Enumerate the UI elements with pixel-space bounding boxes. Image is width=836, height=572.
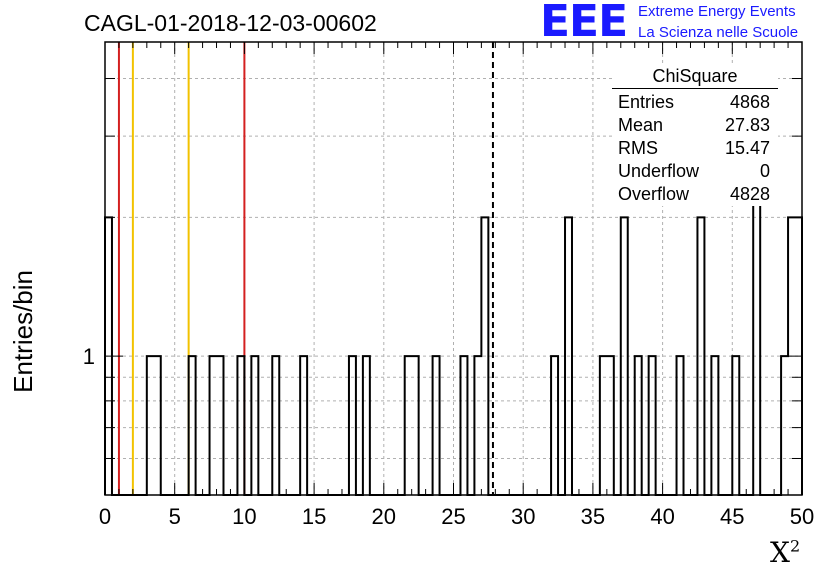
stats-value: 0 [759,161,770,181]
stats-row: Underflow 0 [612,160,778,183]
grid-lines [105,42,802,495]
chart-title: CAGL-01-2018-12-03-00602 [84,10,377,36]
stats-title: ChiSquare [612,66,778,89]
x-axis-label-superscript: 2 [789,536,801,556]
x-tick-label: 20 [372,504,396,529]
stats-label: RMS [618,138,658,158]
stats-row: RMS 15.47 [612,137,778,160]
x-tick-label: 15 [302,504,326,529]
x-tick-label: 5 [169,504,181,529]
y-axis-label: Entries/bin [8,270,38,393]
stats-row: Entries 4868 [612,91,778,114]
stats-label: Overflow [618,184,690,204]
x-axis-label: X2 [770,536,800,569]
y-tick-label: 1 [83,344,95,369]
stats-row: Mean 27.83 [612,114,778,137]
axis-ticks: 0 5 10 15 20 25 30 35 40 45 50 1 [83,42,814,529]
x-tick-label: 0 [99,504,111,529]
x-tick-label: 45 [720,504,744,529]
x-tick-label: 10 [232,504,256,529]
x-tick-label: 30 [511,504,535,529]
stats-value: 27.83 [724,115,770,135]
stats-label: Mean [618,115,664,135]
x-tick-label: 50 [790,504,814,529]
stats-box: ChiSquare Entries 4868 Mean 27.83 RMS 15.47… [612,66,778,206]
stats-row: Overflow 4828 [612,183,778,206]
stats-value: 4828 [729,184,770,204]
x-tick-label: 25 [441,504,465,529]
logo-line-2: La Scienza nelle Scuole [638,24,799,41]
x-tick-label: 40 [650,504,674,529]
stats-label: Underflow [618,161,700,181]
stats-label: Entries [618,92,675,112]
eee-logo: EEE [540,0,628,47]
x-tick-label: 35 [581,504,605,529]
stats-value: 4868 [729,92,770,112]
logo-line-1: Extreme Energy Events [638,3,796,20]
stats-value: 15.47 [724,138,770,158]
x-axis-label-base: X [770,536,790,569]
